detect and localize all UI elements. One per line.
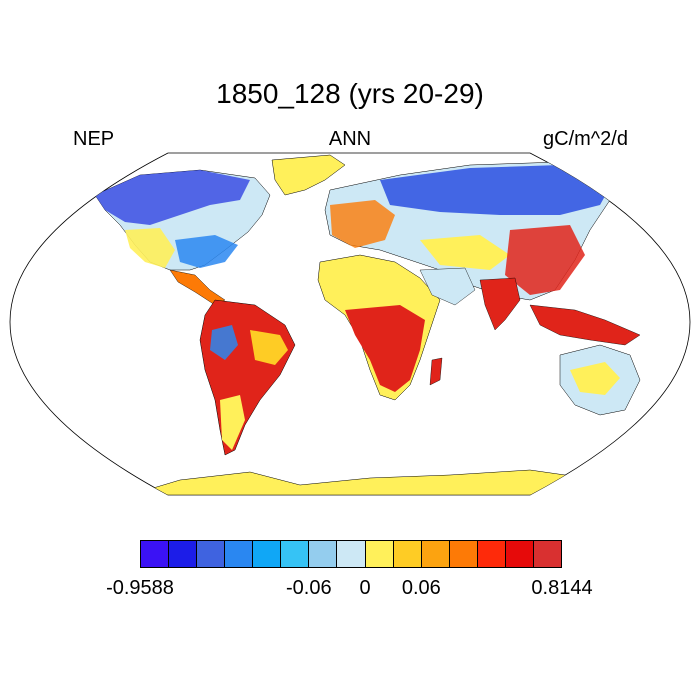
south-america-south [220,395,245,450]
colorbar-swatch-10 [421,541,450,567]
south-america-east [250,330,288,365]
north-america-boreal [95,170,250,225]
colorbar-swatch-3 [225,541,254,567]
africa-tropics [345,305,425,392]
north-america-west [125,228,175,268]
colorbar-swatch-5 [281,541,310,567]
madagascar [429,357,443,386]
colorbar [140,540,562,568]
colorbar-label-0: -0.9588 [106,577,174,599]
arabia [419,267,476,306]
colorbar-swatch-9 [393,541,422,567]
colorbar-swatch-2 [197,541,226,567]
colorbar-swatch-0 [141,541,170,567]
colorbar-label-1: -0.06 [286,577,332,599]
colorbar-swatch-8 [365,541,394,567]
australia-interior [570,362,620,395]
colorbar-swatch-14 [533,541,561,567]
europe [330,200,395,248]
south-america-west [210,325,238,360]
colorbar-swatch-13 [505,541,534,567]
east-asia [505,225,585,295]
colorbar-label-3: 0.06 [401,577,441,599]
colorbar-swatch-1 [169,541,198,567]
colorbar-label-4: 0.8144 [531,577,593,599]
india [479,277,521,331]
variable-label: NEP [73,128,115,150]
season-label: ANN [328,128,372,150]
colorbar-swatch-6 [309,541,338,567]
colorbar-label-2: 0 [359,577,371,599]
colorbar-swatch-7 [337,541,366,567]
colorbar-swatch-12 [477,541,506,567]
colorbar-swatch-4 [253,541,282,567]
north-america-east [175,235,238,268]
units-label: gC/m^2/d [543,128,628,150]
central-asia [420,235,510,270]
colorbar-swatch-11 [449,541,478,567]
greenland [271,154,346,196]
indonesia [529,304,641,346]
map-title: 1850_128 (yrs 20-29) [216,78,484,109]
siberia-boreal [380,165,615,215]
